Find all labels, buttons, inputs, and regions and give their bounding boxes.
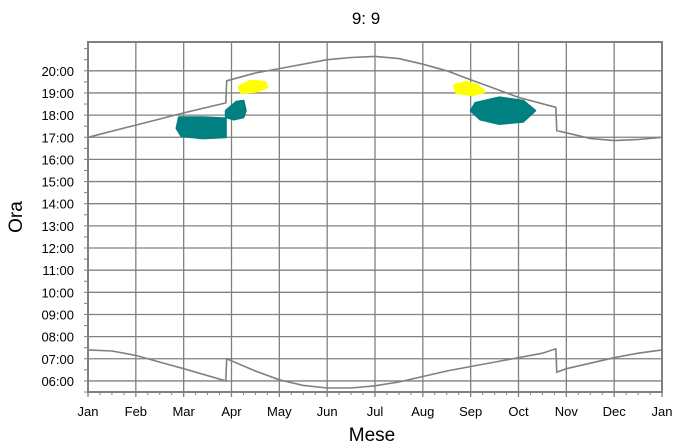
x-tick-label: Jan <box>78 404 99 419</box>
x-axis-title: Mese <box>349 425 395 446</box>
y-tick-label: 13:00 <box>41 219 74 234</box>
chart-title: 9: 9 <box>352 9 380 28</box>
y-tick-label: 07:00 <box>41 352 74 367</box>
y-tick-label: 18:00 <box>41 108 74 123</box>
y-tick-label: 08:00 <box>41 330 74 345</box>
x-tick-label: Oct <box>508 404 529 419</box>
series-line-sunrise <box>87 347 663 389</box>
x-tick-label: Mar <box>172 404 195 419</box>
y-axis-title: Ora <box>6 201 27 233</box>
x-tick-label: Aug <box>411 404 434 419</box>
x-axis-ticks: Jan Feb Mar Apr May Jun Jul Aug Sep Oct Nov Dec Jan <box>78 392 673 419</box>
x-tick-label: Jun <box>317 404 338 419</box>
region-blob <box>237 79 269 94</box>
x-tick-label: Feb <box>125 404 147 419</box>
x-tick-label: Dec <box>603 404 627 419</box>
grid-lines <box>87 42 663 392</box>
y-tick-label: 14:00 <box>41 197 74 212</box>
y-tick-label: 20:00 <box>41 64 74 79</box>
x-tick-label: Nov <box>555 404 579 419</box>
y-tick-label: 06:00 <box>41 374 74 389</box>
y-tick-label: 15:00 <box>41 175 74 190</box>
y-tick-label: 12:00 <box>41 241 74 256</box>
y-tick-label: 19:00 <box>41 86 74 101</box>
x-tick-label: Apr <box>221 404 242 419</box>
y-tick-label: 17:00 <box>41 130 74 145</box>
region-blob <box>175 116 227 140</box>
x-tick-label: Jul <box>367 404 384 419</box>
region-blob <box>452 80 486 97</box>
x-tick-label: Jan <box>652 404 673 419</box>
x-tick-label: May <box>267 404 292 419</box>
y-tick-label: 10:00 <box>41 285 74 300</box>
series-line-sunset <box>87 55 663 142</box>
y-axis-ticks: 06:00 07:00 08:00 09:00 10:00 11:00 12:00 13:00… <box>41 48 88 393</box>
y-tick-label: 09:00 <box>41 307 74 322</box>
x-tick-label: Sep <box>459 404 482 419</box>
regions <box>175 79 537 140</box>
region-blob <box>469 96 537 125</box>
y-tick-label: 16:00 <box>41 152 74 167</box>
series-lines <box>87 55 663 389</box>
y-tick-label: 11:00 <box>42 263 74 278</box>
region-blob <box>224 99 247 121</box>
